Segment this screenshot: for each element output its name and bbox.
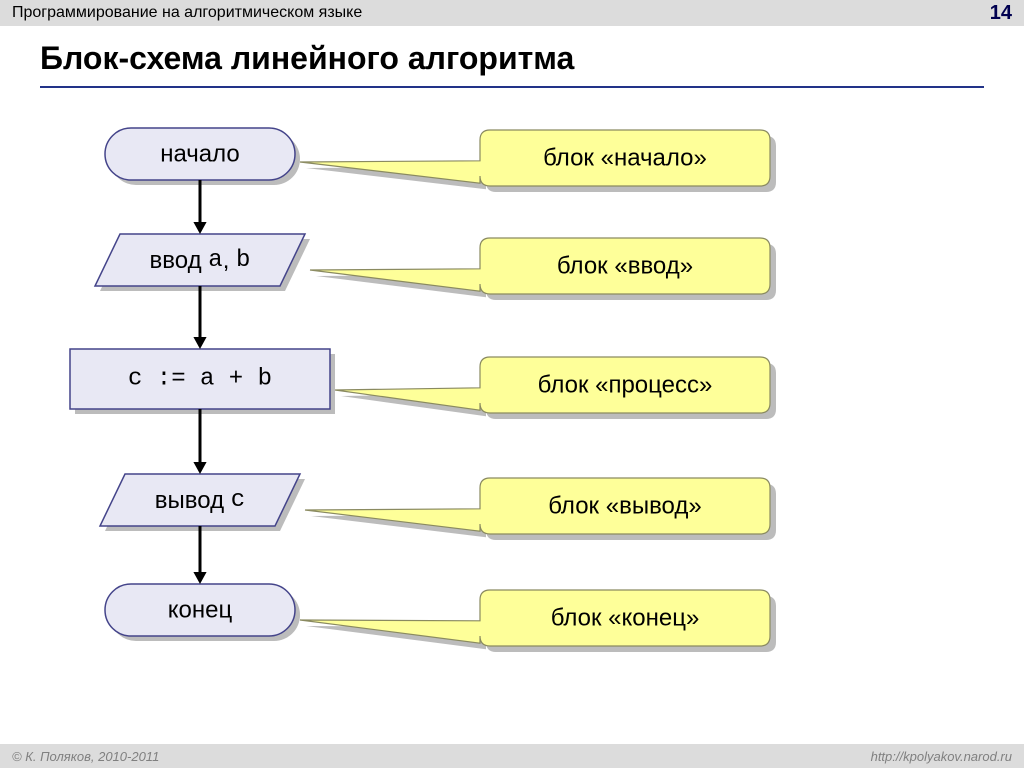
page-title: Блок-схема линейного алгоритма — [40, 40, 574, 77]
header-title: Программирование на алгоритмическом язык… — [12, 4, 362, 22]
callout-label: блок «начало» — [543, 145, 707, 172]
callout-label: блок «конец» — [551, 605, 700, 632]
arrow-head — [193, 222, 206, 234]
callout-label: блок «вывод» — [548, 493, 701, 520]
callout-label: блок «ввод» — [557, 253, 693, 280]
node-label: конец — [168, 597, 233, 624]
flowchart-diagram: начало ввод a, b c := a + b вывод c конец бло… — [0, 100, 1024, 740]
page-number: 14 — [990, 2, 1012, 25]
title-underline — [40, 86, 984, 88]
callout-box — [310, 238, 770, 294]
arrow-head — [193, 462, 206, 474]
footer-copyright: © К. Поляков, 2010-2011 — [12, 749, 159, 764]
header-bar: Программирование на алгоритмическом язык… — [0, 0, 1024, 26]
node-label: вывод c — [155, 487, 245, 514]
node-label: ввод a, b — [150, 247, 251, 274]
arrow-head — [193, 337, 206, 349]
node-label: c := a + b — [128, 366, 272, 393]
footer-bar: © К. Поляков, 2010-2011 http://kpolyakov… — [0, 744, 1024, 768]
node-label: начало — [160, 141, 240, 168]
callout-label: блок «процесс» — [538, 372, 713, 399]
footer-url: http://kpolyakov.narod.ru — [871, 749, 1012, 764]
arrow-head — [193, 572, 206, 584]
callout-box — [300, 590, 770, 646]
